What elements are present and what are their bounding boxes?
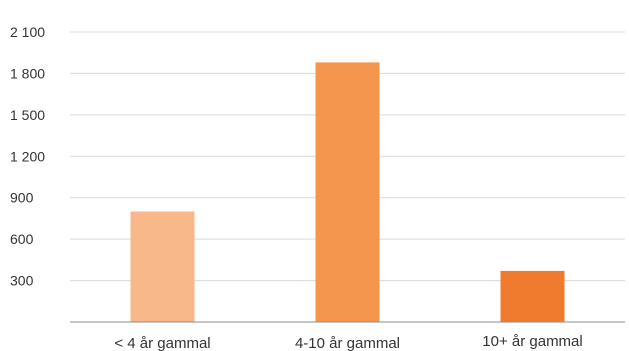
- x-axis-category-labels: < 4 år gammal 4-10 år gammal 10+ år gammal: [114, 333, 582, 351]
- x-category-label: 4-10 år gammal: [295, 335, 400, 351]
- y-tick-label: 1 500: [10, 107, 45, 123]
- bar: [130, 211, 195, 322]
- x-category-label: 10+ år gammal: [482, 333, 582, 350]
- y-tick-label: 1 200: [10, 148, 45, 164]
- y-axis-tick-labels: 2 100 1 800 1 500 1 200 900 600 300: [10, 24, 45, 289]
- y-tick-label: 900: [10, 190, 34, 206]
- bar: [315, 62, 380, 322]
- y-tick-label: 300: [10, 273, 34, 289]
- bars: [130, 62, 565, 322]
- y-tick-label: 2 100: [10, 24, 45, 40]
- y-tick-label: 600: [10, 231, 34, 247]
- y-tick-label: 1 800: [10, 65, 45, 81]
- x-category-label: < 4 år gammal: [114, 335, 210, 351]
- bar: [500, 270, 565, 322]
